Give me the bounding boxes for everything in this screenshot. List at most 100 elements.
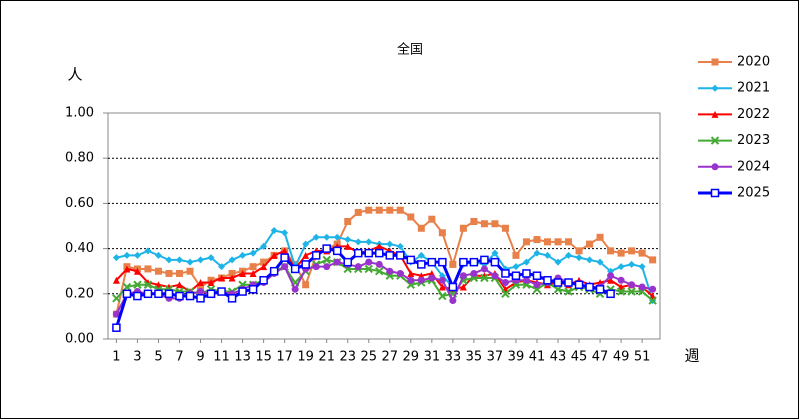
- data-point: [197, 288, 205, 296]
- data-point: [165, 269, 173, 277]
- data-point: [144, 265, 152, 273]
- data-point: [407, 276, 415, 284]
- data-point: [375, 248, 384, 258]
- data-point: [112, 294, 121, 303]
- x-tick-label: 29: [403, 350, 420, 365]
- data-point: [281, 263, 289, 271]
- data-point: [406, 255, 416, 265]
- x-tick-label: 47: [592, 350, 609, 365]
- data-point: [459, 257, 468, 267]
- data-point: [386, 240, 394, 248]
- legend-label: 2024: [737, 159, 770, 174]
- data-point: [375, 260, 383, 268]
- data-point: [238, 287, 247, 296]
- data-point: [533, 249, 541, 257]
- data-point: [175, 291, 184, 301]
- data-point: [417, 260, 426, 269]
- data-point: [281, 247, 289, 255]
- legend-label: 2025: [737, 186, 770, 201]
- data-point: [490, 257, 500, 267]
- data-point: [522, 238, 530, 246]
- x-tick-label: 25: [360, 350, 377, 365]
- x-tick-label: 27: [382, 350, 399, 365]
- data-point: [565, 251, 573, 259]
- legend-label: 2020: [737, 55, 770, 70]
- series-line: [115, 258, 654, 302]
- data-point: [606, 289, 615, 299]
- data-point: [143, 280, 153, 289]
- data-point: [185, 291, 195, 301]
- data-point: [133, 251, 141, 259]
- data-point: [186, 267, 194, 275]
- data-point: [249, 269, 257, 277]
- data-point: [596, 233, 604, 241]
- data-point: [533, 236, 541, 244]
- data-point: [281, 229, 289, 237]
- data-point: [375, 266, 384, 276]
- x-tick-label: 37: [487, 350, 504, 365]
- data-point: [154, 289, 163, 299]
- data-point: [554, 238, 562, 246]
- data-point: [396, 251, 405, 260]
- data-point: [638, 249, 646, 257]
- data-point: [333, 233, 341, 241]
- data-point: [553, 285, 563, 294]
- data-point: [522, 276, 530, 284]
- data-point: [511, 271, 521, 280]
- data-point: [396, 206, 404, 214]
- data-point: [175, 256, 183, 264]
- data-point: [333, 258, 341, 266]
- data-point: [322, 244, 331, 253]
- data-point: [123, 251, 131, 259]
- data-point: [438, 257, 447, 267]
- data-point: [491, 220, 499, 228]
- data-point: [364, 248, 374, 258]
- data-point: [133, 291, 142, 301]
- data-point: [280, 253, 289, 262]
- series-line: [115, 209, 654, 315]
- data-point: [480, 220, 488, 228]
- data-point: [438, 291, 447, 301]
- data-point: [375, 206, 383, 214]
- legend-marker: [711, 110, 719, 118]
- data-point: [386, 206, 394, 214]
- plot-area: [107, 112, 661, 340]
- data-point: [480, 265, 488, 273]
- data-point: [228, 269, 236, 277]
- data-point: [196, 294, 205, 303]
- data-point: [616, 287, 626, 296]
- data-point: [407, 213, 415, 221]
- data-point: [459, 283, 467, 291]
- data-point: [628, 260, 636, 268]
- x-tick-label: 43: [550, 350, 567, 365]
- data-point: [574, 280, 584, 290]
- data-point: [133, 280, 142, 289]
- data-point: [396, 269, 404, 277]
- data-point: [332, 246, 342, 256]
- x-tick-label: 7: [175, 350, 183, 365]
- data-point: [143, 289, 153, 299]
- x-tick-label: 23: [339, 350, 356, 365]
- legend-marker: [711, 163, 719, 171]
- y-tick-label: 0.60: [65, 196, 94, 211]
- y-tick-label: 0.00: [65, 332, 94, 347]
- data-point: [260, 263, 268, 271]
- data-point: [512, 251, 520, 259]
- data-point: [207, 254, 215, 262]
- legend-label: 2023: [737, 133, 770, 148]
- data-point: [617, 249, 625, 257]
- data-point: [586, 256, 594, 264]
- data-point: [375, 242, 383, 250]
- data-point: [386, 267, 394, 275]
- data-point: [312, 263, 320, 271]
- data-point: [417, 276, 425, 284]
- x-tick-label: 39: [508, 350, 525, 365]
- data-point: [112, 276, 120, 284]
- data-point: [617, 276, 625, 284]
- data-point: [197, 283, 205, 291]
- data-point: [249, 249, 257, 257]
- legend-marker: [710, 136, 720, 145]
- data-point: [344, 242, 352, 250]
- x-tick-label: 1: [112, 350, 120, 365]
